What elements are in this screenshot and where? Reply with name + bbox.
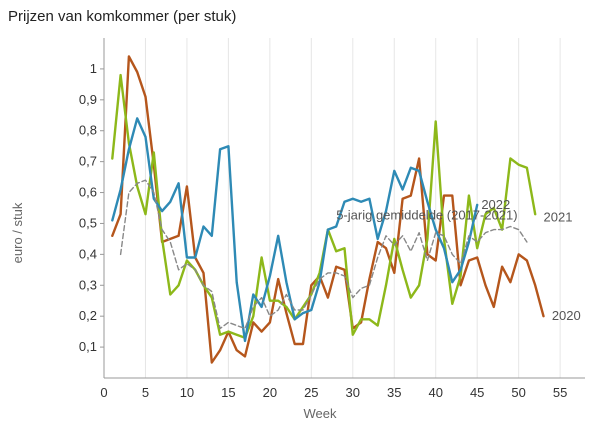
series-label: 5-jarig gemiddelde (2017-2021) — [336, 208, 517, 223]
y-tick-label: 0,8 — [79, 123, 97, 138]
x-tick-label: 10 — [180, 385, 194, 400]
series-line-2021 — [111, 73, 537, 339]
x-tick-label: 15 — [221, 385, 235, 400]
x-tick-label: 35 — [387, 385, 401, 400]
y-axis-label: euro / stuk — [10, 202, 25, 263]
y-tick-label: 1 — [90, 61, 97, 76]
series-label: 2021 — [544, 209, 573, 224]
y-tick-label: 0,6 — [79, 185, 97, 200]
y-tick-label: 0,7 — [79, 154, 97, 169]
x-tick-label: 40 — [428, 385, 442, 400]
series-label: 2022 — [481, 197, 510, 212]
x-tick-label: 50 — [511, 385, 525, 400]
series-line-5-jarig-gemiddelde-2017-2021 — [119, 179, 528, 330]
x-tick-label: 55 — [553, 385, 567, 400]
x-tick-label: 20 — [263, 385, 277, 400]
series-lines — [111, 55, 545, 364]
y-tick-label: 0,1 — [79, 339, 97, 354]
x-tick-label: 30 — [346, 385, 360, 400]
x-tick-label: 25 — [304, 385, 318, 400]
series-label: 2020 — [552, 308, 581, 323]
y-tick-label: 0,4 — [79, 246, 97, 261]
axes: 0 5 10 15 20 25 30 35 40 45 50 55 0,1 0,2 0,3 0,4 0,5 0,6… — [79, 38, 585, 400]
series-line-2022 — [111, 117, 479, 343]
x-axis-label: Week — [304, 406, 337, 421]
y-tick-label: 0,3 — [79, 277, 97, 292]
y-tick-label: 0,5 — [79, 215, 97, 230]
y-tick-label: 0,9 — [79, 92, 97, 107]
x-tick-label: 5 — [142, 385, 149, 400]
y-tick-label: 0,2 — [79, 308, 97, 323]
series-line-2020 — [111, 55, 545, 364]
chart-title: Prijzen van komkommer (per stuk) — [8, 8, 237, 25]
x-tick-label: 0 — [100, 385, 107, 400]
x-tick-label: 45 — [470, 385, 484, 400]
